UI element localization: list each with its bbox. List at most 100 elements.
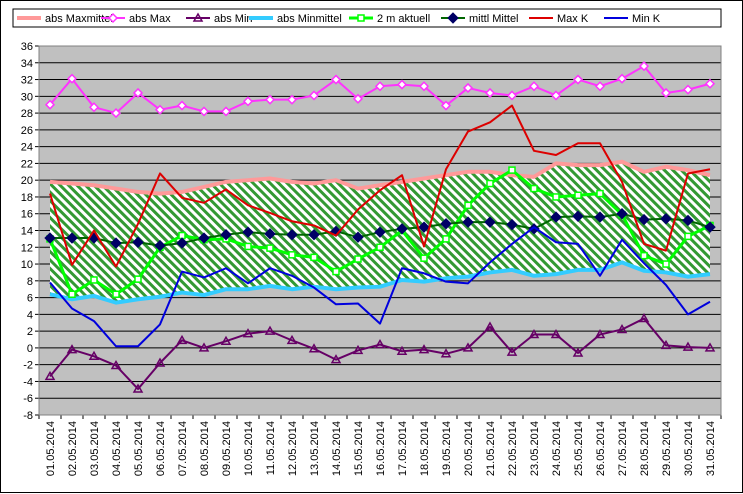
x-tick-label: 06.05.2014 — [155, 421, 167, 476]
legend-label: abs Min — [214, 13, 253, 25]
series-abs-minmittel — [49, 260, 711, 305]
data-point — [596, 189, 604, 198]
y-tick-label: -8 — [23, 410, 33, 422]
data-point — [264, 228, 276, 240]
x-tick-label: 13.05.2014 — [309, 421, 321, 476]
legend-item: 2 m aktuell — [349, 13, 430, 25]
data-point — [616, 323, 628, 334]
series-min-k — [49, 226, 711, 348]
data-point — [220, 228, 232, 241]
data-point — [198, 232, 210, 244]
data-point — [44, 370, 56, 381]
series-line — [49, 226, 711, 348]
data-point — [530, 184, 538, 193]
data-point — [176, 100, 188, 111]
data-point — [110, 108, 122, 119]
x-tick-label: 05.05.2014 — [133, 421, 145, 476]
y-tick-label: -2 — [23, 360, 33, 372]
data-point — [440, 218, 452, 230]
data-point — [154, 104, 166, 115]
data-point — [198, 106, 210, 117]
data-point — [374, 81, 386, 92]
series-abs-min — [44, 313, 716, 393]
data-point — [330, 74, 342, 85]
y-tick-label: 24 — [21, 142, 33, 154]
data-point — [90, 276, 98, 284]
legend: abs Maxmittel abs Max abs Min abs Minmittel… — [12, 8, 722, 28]
data-point — [418, 344, 430, 354]
data-point — [594, 328, 606, 339]
data-point — [286, 228, 298, 241]
data-point — [110, 360, 122, 370]
data-point — [638, 213, 650, 226]
y-tick-label: 28 — [21, 108, 33, 120]
data-point — [330, 354, 342, 364]
legend-label: mittl Mittel — [469, 13, 519, 25]
x-tick-label: 14.05.2014 — [331, 421, 343, 476]
data-point — [176, 334, 188, 345]
y-tick-label: 12 — [21, 242, 33, 254]
data-point — [352, 93, 364, 104]
y-tick-label: 32 — [21, 75, 33, 87]
data-point — [638, 313, 650, 323]
data-point — [704, 221, 716, 233]
data-point — [68, 290, 76, 298]
data-point — [88, 350, 100, 361]
x-axis-ticks: 01.05.2014 02.05.2014 03.05.2014 04.05.2014… — [38, 415, 722, 476]
data-point — [244, 242, 252, 251]
y-tick-label: 18 — [21, 192, 33, 204]
x-tick-label: 04.05.2014 — [111, 421, 123, 476]
data-point — [506, 346, 518, 356]
x-tick-label: 17.05.2014 — [397, 421, 409, 476]
data-point — [506, 218, 518, 231]
y-tick-label: 30 — [21, 91, 33, 103]
legend-item: abs Minmittel — [249, 13, 342, 25]
y-tick-label: 4 — [27, 309, 33, 321]
data-point — [66, 73, 78, 84]
data-point — [550, 328, 562, 339]
data-point — [572, 347, 584, 357]
data-point — [440, 348, 452, 358]
data-point — [354, 255, 362, 263]
legend-label: abs Minmittel — [277, 13, 342, 25]
series-abs-max — [44, 61, 716, 119]
x-tick-label: 19.05.2014 — [441, 421, 453, 476]
x-tick-label: 25.05.2014 — [573, 421, 585, 476]
y-tick-label: -4 — [23, 376, 33, 388]
data-point — [288, 251, 296, 259]
series-line — [49, 104, 711, 268]
data-point — [198, 342, 210, 352]
data-point — [528, 223, 540, 235]
data-point — [308, 90, 320, 101]
data-point — [266, 244, 274, 252]
x-tick-label: 09.05.2014 — [221, 421, 233, 476]
data-point — [352, 344, 364, 355]
x-tick-label: 03.05.2014 — [89, 421, 101, 476]
series-line — [49, 260, 711, 305]
data-point — [484, 216, 496, 228]
data-point — [660, 87, 672, 99]
x-tick-label: 31.05.2014 — [705, 421, 717, 476]
y-tick-label: 26 — [21, 125, 33, 137]
data-point — [662, 260, 670, 268]
x-tick-label: 10.05.2014 — [243, 421, 255, 476]
legend-item: abs Max — [101, 12, 171, 25]
data-point — [132, 383, 144, 393]
data-point — [638, 61, 650, 72]
data-point — [112, 290, 120, 298]
data-point — [464, 201, 472, 210]
x-tick-label: 23.05.2014 — [529, 421, 541, 476]
data-point — [376, 243, 384, 252]
x-tick-label: 28.05.2014 — [639, 421, 651, 476]
y-tick-label: 0 — [27, 343, 33, 355]
data-point — [420, 254, 428, 262]
data-point — [242, 226, 254, 238]
legend-label: Max K — [557, 13, 589, 25]
data-point — [508, 166, 516, 174]
data-point — [484, 321, 496, 331]
data-point — [528, 81, 540, 92]
data-point — [374, 339, 386, 349]
legend-label: Min K — [632, 13, 661, 25]
y-tick-label: 20 — [21, 175, 33, 187]
